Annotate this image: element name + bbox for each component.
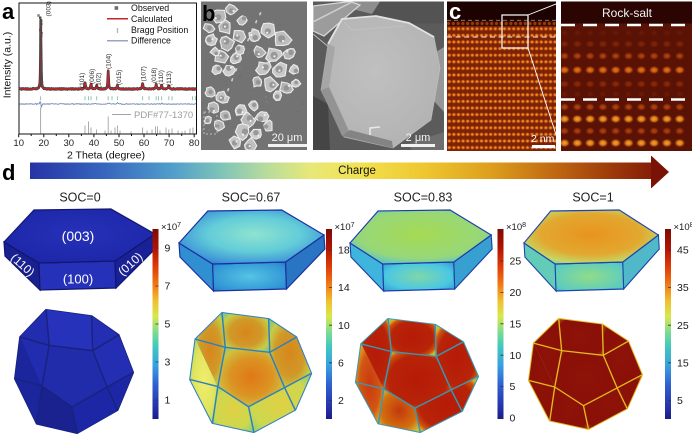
svg-text:d: d: [2, 160, 15, 185]
svg-text:(110): (110): [158, 70, 165, 85]
svg-text:(113): (113): [166, 71, 173, 86]
svg-text:5: 5: [510, 381, 516, 393]
svg-text:Intensity (a.u.): Intensity (a.u.): [2, 32, 14, 99]
svg-text:70: 70: [164, 138, 175, 149]
svg-text:20 μm: 20 μm: [272, 132, 303, 144]
svg-text:(100): (100): [63, 272, 93, 287]
svg-text:(104): (104): [106, 54, 113, 69]
svg-text:15: 15: [677, 357, 689, 369]
svg-text:2 nm: 2 nm: [531, 133, 555, 145]
svg-text:b: b: [202, 1, 215, 26]
svg-text:35: 35: [677, 282, 689, 294]
svg-text:(015): (015): [116, 70, 123, 85]
svg-text:0: 0: [510, 413, 516, 425]
svg-text:60: 60: [139, 138, 150, 149]
svg-text:(107): (107): [141, 66, 148, 81]
svg-text:80: 80: [189, 138, 200, 149]
svg-text:SOC=1: SOC=1: [572, 191, 613, 205]
svg-text:PDF#77-1370: PDF#77-1370: [134, 110, 193, 121]
svg-text:a: a: [2, 0, 15, 24]
svg-text:45: 45: [677, 245, 689, 257]
svg-text:×108: ×108: [674, 222, 692, 233]
svg-text:5: 5: [165, 319, 171, 331]
svg-text:(102): (102): [96, 73, 103, 88]
svg-text:Bragg Position: Bragg Position: [131, 25, 188, 35]
svg-text:20: 20: [510, 287, 522, 299]
svg-text:20: 20: [39, 138, 50, 149]
svg-text:10: 10: [338, 320, 350, 332]
svg-text:25: 25: [510, 256, 522, 268]
svg-text:SOC=0: SOC=0: [59, 191, 100, 205]
svg-text:7: 7: [165, 281, 171, 293]
svg-text:×107: ×107: [335, 222, 355, 233]
svg-text:Charge: Charge: [338, 165, 376, 177]
svg-text:(006): (006): [89, 69, 96, 84]
svg-text:10: 10: [13, 138, 24, 149]
svg-text:1: 1: [165, 395, 171, 407]
svg-text:(018): (018): [151, 68, 158, 83]
svg-text:14: 14: [338, 282, 350, 294]
svg-text:SOC=0.67: SOC=0.67: [222, 191, 281, 205]
svg-text:Observed: Observed: [131, 3, 169, 13]
svg-text:(003): (003): [62, 228, 95, 244]
svg-text:50: 50: [114, 138, 125, 149]
svg-text:9: 9: [165, 243, 171, 255]
svg-text:40: 40: [89, 138, 100, 149]
svg-text:25: 25: [677, 320, 689, 332]
svg-text:×107: ×107: [161, 222, 181, 233]
svg-text:30: 30: [64, 138, 75, 149]
svg-text:2 Theta (degree): 2 Theta (degree): [67, 150, 145, 162]
svg-text:Calculated: Calculated: [131, 14, 173, 24]
svg-text:3: 3: [165, 357, 171, 369]
svg-text:c: c: [449, 0, 461, 24]
svg-text:6: 6: [338, 357, 344, 369]
svg-text:(101): (101): [79, 73, 86, 88]
svg-text:Rock-salt: Rock-salt: [602, 6, 653, 20]
svg-text:Difference: Difference: [131, 36, 171, 46]
svg-text:18: 18: [338, 245, 350, 257]
svg-text:×108: ×108: [506, 222, 526, 233]
svg-text:15: 15: [510, 318, 522, 330]
svg-text:SOC=0.83: SOC=0.83: [394, 191, 453, 205]
svg-text:5: 5: [677, 395, 683, 407]
svg-text:10: 10: [510, 350, 522, 362]
svg-text:(003): (003): [46, 1, 53, 16]
svg-text:2 μm: 2 μm: [406, 132, 431, 144]
svg-text:2: 2: [338, 395, 344, 407]
